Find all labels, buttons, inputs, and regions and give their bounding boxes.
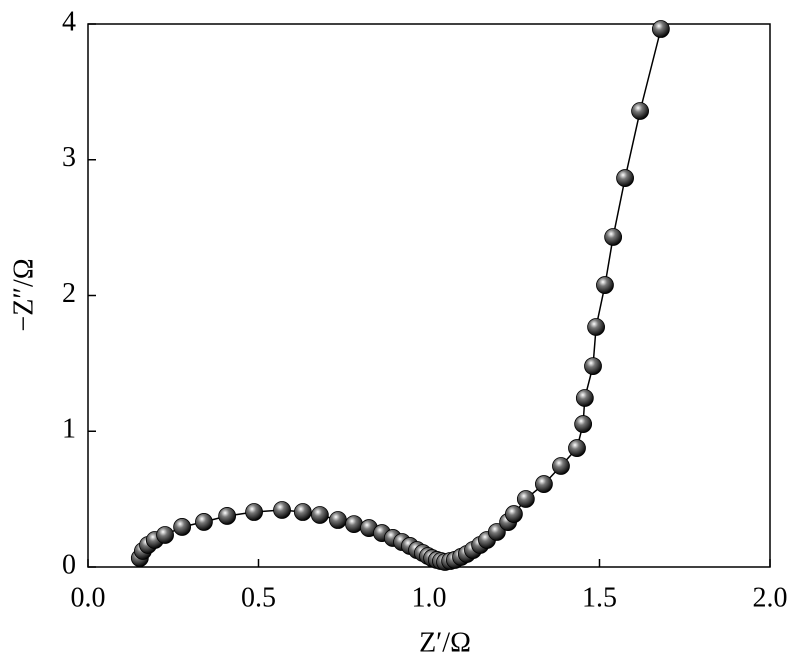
data-point: [487, 523, 506, 541]
y-tick-label: 3: [62, 142, 76, 173]
x-axis-label: Z′/Ω: [419, 627, 471, 658]
y-tick-label: 0: [62, 549, 76, 580]
data-point: [596, 276, 614, 294]
data-point: [273, 501, 291, 519]
x-tick-label: 0.0: [71, 582, 106, 613]
data-point: [329, 511, 347, 529]
data-point: [604, 228, 623, 246]
data-point: [574, 415, 593, 433]
data-point: [218, 507, 237, 525]
data-point: [552, 457, 570, 475]
data-point: [651, 20, 670, 38]
data-point: [293, 503, 312, 521]
y-tick-label: 4: [62, 6, 76, 37]
data-point: [516, 490, 535, 508]
data-point: [173, 518, 192, 536]
x-tick-label: 1.0: [412, 582, 447, 613]
data-point: [245, 503, 263, 521]
x-tick-label: 0.5: [241, 582, 276, 613]
x-tick-label: 2.0: [753, 582, 788, 613]
data-point: [195, 513, 213, 531]
data-point: [535, 475, 553, 493]
data-point: [616, 169, 634, 187]
y-axis-label: −Z″/Ω: [8, 258, 39, 331]
data-point: [631, 102, 649, 120]
x-tick-label: 1.5: [582, 582, 617, 613]
data-point: [568, 439, 586, 457]
data-point: [575, 389, 594, 407]
data-point: [310, 506, 329, 524]
y-tick-label: 2: [62, 278, 76, 309]
data-point: [156, 526, 174, 544]
data-point: [345, 515, 363, 534]
data-point: [505, 505, 523, 523]
data-point: [587, 318, 605, 336]
data-line: [139, 28, 662, 563]
data-point: [584, 357, 602, 375]
plot-frame: [87, 23, 771, 568]
y-tick-label: 1: [62, 414, 76, 445]
